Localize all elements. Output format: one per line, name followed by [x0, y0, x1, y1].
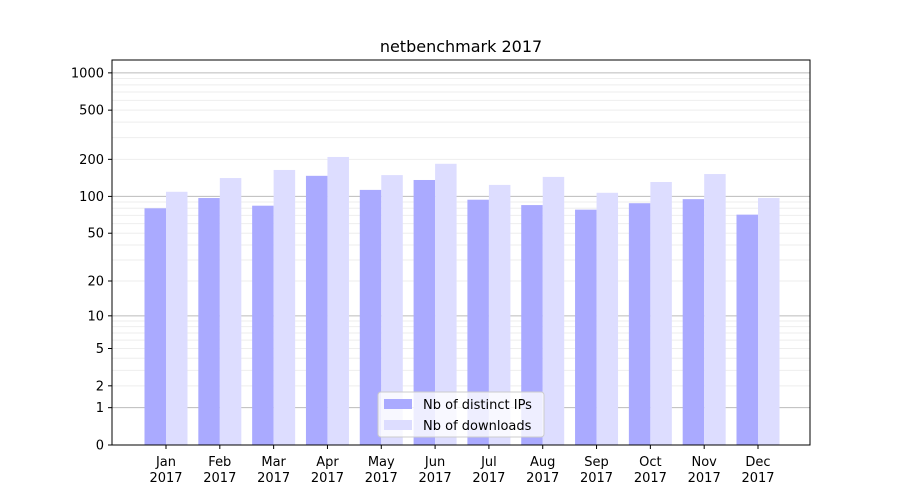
bar-ips: [252, 205, 274, 445]
bar-downloads: [273, 169, 296, 446]
x-tick-label: Apr 2017: [311, 455, 344, 486]
legend-swatch-ips: [384, 399, 412, 409]
bar-downloads: [758, 198, 780, 445]
x-axis: Jan 2017 Feb 2017 Mar 2017 Apr 2017 May 2017 Jun 20…: [149, 445, 775, 486]
chart-title: netbenchmark 2017: [380, 37, 542, 56]
bar-ips: [575, 209, 597, 445]
bar-downloads: [381, 175, 403, 445]
legend-label-ips: Nb of distinct IPs: [423, 398, 532, 413]
y-tick-label: 1: [96, 401, 104, 416]
bar-downloads: [327, 156, 349, 445]
bars: [144, 156, 780, 446]
bar-downloads: [542, 176, 565, 445]
y-tick-label: 20: [87, 275, 104, 290]
x-tick-label: Nov 2017: [688, 455, 721, 486]
x-tick-label: Jun 2017: [419, 455, 452, 486]
legend-label-downloads: Nb of downloads: [423, 419, 532, 434]
bar-ips: [682, 199, 705, 445]
x-tick-label: May 2017: [365, 455, 398, 486]
x-tick-label: Jul 2017: [472, 455, 505, 486]
bar-downloads: [650, 181, 672, 445]
y-tick-label: 1000: [71, 66, 104, 81]
y-tick-label: 2: [96, 379, 104, 394]
bar-ips: [467, 199, 489, 445]
bar-downloads: [219, 178, 242, 446]
y-tick-label: 10: [87, 309, 104, 324]
bar-downloads: [435, 163, 457, 445]
x-tick-label: Oct 2017: [634, 455, 667, 486]
y-tick-label: 500: [79, 104, 104, 119]
y-tick-label: 0: [96, 439, 104, 454]
legend-swatch-downloads: [384, 420, 412, 430]
y-tick-label: 5: [96, 342, 104, 357]
x-tick-label: Jan 2017: [149, 455, 182, 486]
bar-ips: [305, 175, 328, 445]
bar-downloads: [596, 192, 619, 445]
bar-downloads: [166, 191, 188, 445]
x-tick-label: Sep 2017: [580, 455, 613, 486]
bar-ips: [144, 208, 166, 445]
bar-ips: [736, 214, 758, 445]
x-tick-label: Mar 2017: [257, 455, 290, 486]
y-tick-label: 200: [79, 153, 104, 168]
bar-downloads: [488, 184, 511, 445]
x-tick-label: Aug 2017: [526, 455, 559, 486]
bar-ips: [521, 205, 543, 445]
x-tick-label: Feb 2017: [203, 455, 236, 486]
bar-ips: [359, 189, 382, 445]
legend-box: [377, 391, 545, 438]
bar-ips: [198, 198, 220, 445]
y-axis: 0 1 2 5 10 20 50 100 200 500 1000: [71, 66, 112, 454]
y-tick-label: 100: [79, 190, 104, 205]
bar-ips: [413, 179, 436, 445]
y-tick-label: 50: [87, 227, 104, 242]
legend: Nb of distinct IPs Nb of downloads: [377, 391, 545, 438]
axes-frame: [111, 59, 811, 446]
bar-downloads: [704, 174, 726, 445]
bar-ips: [628, 203, 651, 445]
x-tick-label: Dec 2017: [741, 455, 774, 486]
